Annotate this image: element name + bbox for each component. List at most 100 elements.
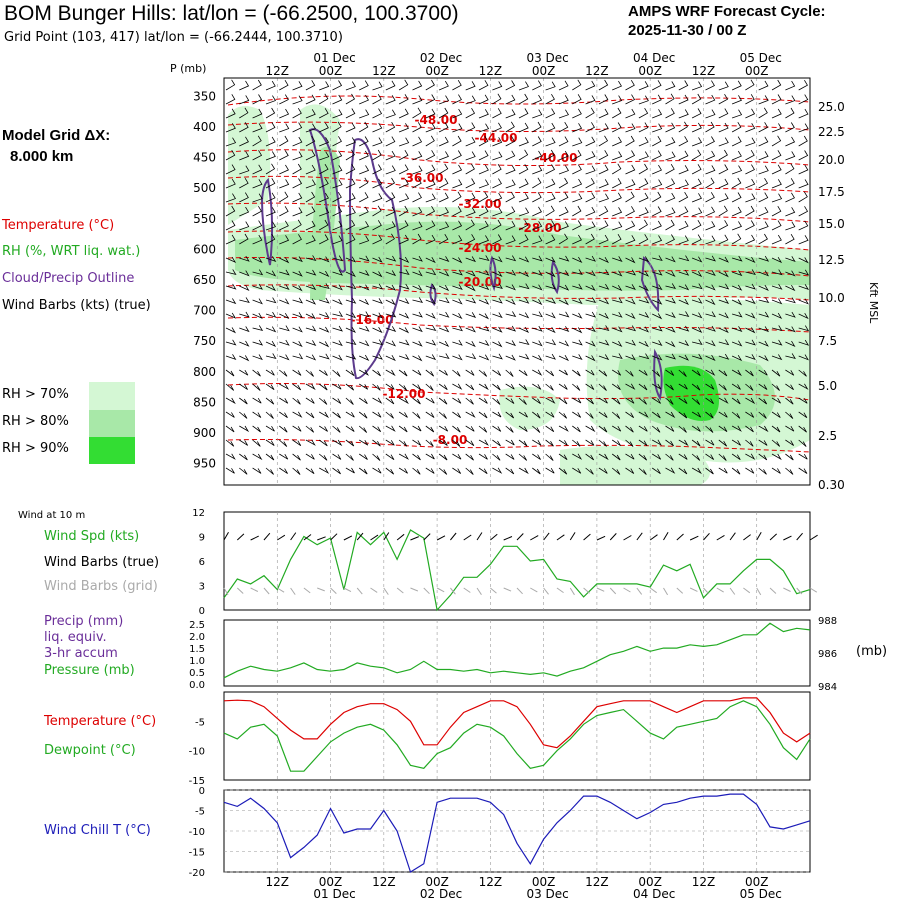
wind-barb [558, 439, 568, 446]
wind-barb [252, 108, 263, 119]
wind-barb [452, 425, 461, 433]
grid-wind-barb [303, 587, 311, 594]
wind-barb [651, 383, 662, 390]
wind-barb [758, 95, 769, 105]
wind-barb [385, 411, 394, 419]
wind-barb [665, 341, 676, 348]
wind-barb [279, 150, 289, 161]
wind-barb [585, 439, 595, 446]
wind-barb [398, 94, 409, 105]
wind-barb [452, 235, 463, 245]
wind-barb [598, 325, 610, 332]
wind-barb [385, 299, 396, 306]
wind-barb [305, 255, 317, 262]
wind-barb [545, 220, 556, 231]
wind-barb [638, 81, 649, 91]
wind-barb [718, 108, 729, 119]
wind-barb [665, 178, 676, 189]
wind-barb [225, 205, 236, 217]
wind-barb [691, 397, 701, 405]
wind-barb [651, 467, 661, 475]
wind-barb [665, 397, 674, 405]
wind-barb [625, 298, 636, 305]
wind-barb [745, 205, 755, 217]
wind-barb [798, 269, 810, 276]
wind-barb [572, 234, 582, 245]
wind-barb [718, 256, 729, 263]
wind-barb [425, 439, 434, 447]
wind-barb [425, 205, 436, 217]
surface-wind-barb [623, 535, 632, 541]
wind-barb [731, 177, 742, 189]
wind-barb [691, 93, 702, 105]
wind-barb [359, 109, 370, 119]
wind-barb [292, 425, 302, 432]
wind-barb [745, 467, 755, 474]
wind-barb [518, 453, 528, 461]
wind-barb [465, 297, 477, 304]
wind-barb [718, 137, 729, 147]
wind-barb [492, 256, 503, 263]
wind-barb [359, 354, 370, 361]
wind-barb [372, 383, 381, 391]
wind-barb [412, 136, 423, 147]
wind-barb [465, 192, 476, 203]
wind-barb [305, 397, 315, 404]
wind-barb [252, 269, 264, 276]
wind-barb [758, 165, 769, 175]
wind-barb [771, 269, 783, 276]
wind-barb [718, 369, 728, 377]
wind-barb [771, 283, 783, 290]
wind-barb [279, 354, 290, 361]
wind-barb [705, 150, 716, 161]
wind-barb [598, 383, 607, 391]
wind-barb [612, 256, 623, 263]
wind-barb [345, 178, 356, 189]
wind-barb [705, 255, 716, 262]
wind-barb [465, 353, 477, 360]
wind-barb [572, 298, 583, 305]
surface-wind-barb [330, 533, 338, 541]
surface-wind-barb [396, 533, 405, 541]
wind-barb [745, 123, 756, 133]
wind-barb [625, 191, 635, 203]
wind-barb [545, 93, 555, 105]
wind-barb [239, 95, 250, 105]
wind-barb [225, 369, 235, 377]
wind-barb [678, 269, 690, 276]
wind-barb [398, 354, 410, 361]
wind-barb [292, 411, 303, 418]
grid-wind-barb [223, 587, 229, 596]
wind-barb [452, 164, 463, 175]
wind-barb [478, 453, 488, 460]
wind-barb [279, 312, 290, 320]
wind-barb [425, 135, 435, 147]
wind-barb [731, 270, 743, 277]
wind-barb [345, 122, 356, 133]
wind-barb [492, 425, 502, 432]
grid-wind-barb [769, 587, 777, 594]
wind-barb [465, 136, 476, 147]
wind-barb [412, 453, 421, 461]
wind-barb [505, 136, 516, 147]
surface-wind-barb [516, 533, 524, 541]
surface-wind-barb [663, 532, 669, 541]
wind-barb [385, 369, 396, 377]
wind-barb [265, 467, 274, 475]
wind-barb [771, 354, 783, 361]
wind-barb [798, 164, 809, 175]
height-tick-label: 12.5 [818, 253, 845, 267]
wind-barb [771, 94, 782, 105]
wind-barb [398, 312, 410, 319]
wind-barb [239, 165, 250, 175]
wind-barb [398, 234, 409, 245]
grid-wind-barb [516, 587, 523, 595]
wind-barb [292, 439, 302, 447]
wind-barb [532, 439, 542, 446]
grid-wind-barb [663, 587, 669, 596]
wind-barb [572, 425, 581, 433]
wind-barb [492, 453, 501, 461]
wind-barb [652, 255, 663, 262]
wind-barb [372, 411, 382, 418]
wind-barb [572, 193, 583, 203]
